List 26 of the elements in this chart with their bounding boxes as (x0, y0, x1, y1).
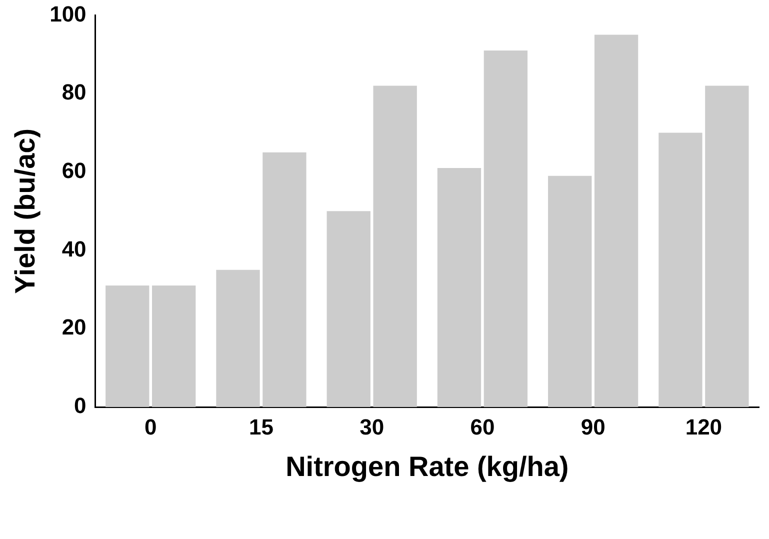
bar (484, 50, 528, 407)
y-axis-title: Yield (bu/ac) (10, 128, 41, 294)
x-tick-label: 0 (144, 414, 157, 440)
x-tick-label: 120 (685, 414, 722, 440)
x-axis-title: Nitrogen Rate (kg/ha) (286, 450, 569, 482)
bar (152, 286, 196, 407)
y-tick-label: 0 (74, 393, 86, 418)
bar (326, 211, 370, 407)
bar (548, 176, 592, 407)
x-tick-label: 60 (470, 414, 495, 440)
y-tick-label: 100 (50, 1, 86, 26)
bar (594, 34, 638, 407)
bar (262, 152, 306, 407)
bar (216, 270, 260, 407)
x-tick-label: 15 (248, 414, 274, 440)
x-tick-label: 90 (580, 414, 606, 440)
y-tick-label: 60 (62, 158, 86, 183)
bar (437, 168, 482, 407)
x-tick-label: 30 (360, 414, 384, 440)
bar (373, 86, 417, 407)
y-tick-label: 20 (62, 314, 86, 340)
bar (658, 132, 702, 407)
bar (705, 86, 749, 407)
bar (106, 286, 150, 407)
y-tick-label: 80 (62, 80, 86, 105)
y-tick-label: 40 (62, 236, 86, 262)
